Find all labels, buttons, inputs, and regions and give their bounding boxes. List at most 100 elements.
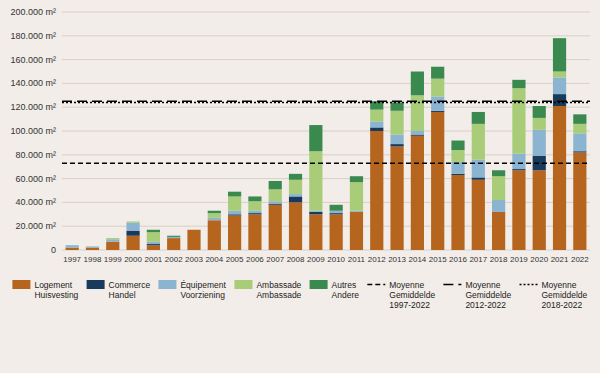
bar-segment xyxy=(330,213,343,214)
y-tick-label: 40.000 m² xyxy=(15,197,56,207)
y-tick-label: 160.000 m² xyxy=(10,55,56,65)
bar-segment xyxy=(533,106,546,118)
legend-label-line: Ambassade xyxy=(256,290,301,300)
y-tick-label: 60.000 m² xyxy=(15,174,56,184)
bar-segment xyxy=(66,245,79,246)
y-tick-label: 140.000 m² xyxy=(10,78,56,88)
grid-line xyxy=(62,131,590,132)
bar-segment xyxy=(269,205,282,250)
x-tick-label: 2012 xyxy=(368,255,386,264)
bar-segment xyxy=(126,236,139,250)
legend-label: CommerceHandel xyxy=(109,280,151,300)
bar-segment xyxy=(269,204,282,205)
bar-segment xyxy=(269,201,282,203)
bar-segment xyxy=(492,176,505,200)
bar-segment xyxy=(492,200,505,212)
x-tick-labels: 1997199819992000200120022003200420052006… xyxy=(63,255,589,264)
legend-label: ÉquipementVoorziening xyxy=(180,280,226,300)
bar-segment xyxy=(472,180,485,250)
x-tick-label: 2022 xyxy=(571,255,589,264)
bar-segment xyxy=(431,67,444,79)
legend-item: CommerceHandel xyxy=(87,280,151,300)
x-tick-label: 2021 xyxy=(551,255,569,264)
reference-lines xyxy=(62,101,590,163)
bar-segment xyxy=(309,211,322,212)
chart: 020.000 m²40.000 m²60.000 m²80.000 m²100… xyxy=(0,0,600,373)
legend-label-line: Commerce xyxy=(109,280,151,290)
bar-segment xyxy=(553,38,566,71)
bar-segment xyxy=(451,175,464,250)
bar-segment xyxy=(350,211,363,212)
x-tick-label: 2005 xyxy=(226,255,244,264)
legend-swatch xyxy=(158,280,176,289)
bar-segment xyxy=(228,211,241,215)
bar-segment xyxy=(187,229,200,230)
bar-segment xyxy=(289,174,302,180)
bar-segment xyxy=(370,110,383,122)
bar-segment xyxy=(512,80,525,88)
bar-segment xyxy=(553,77,566,94)
bar-segment xyxy=(167,238,180,239)
bar-segment xyxy=(309,151,322,211)
x-tick-label: 2016 xyxy=(449,255,467,264)
bar-segment xyxy=(289,202,302,250)
bar-segment xyxy=(573,114,586,124)
bar-segment xyxy=(411,136,424,250)
x-tick-label: 2015 xyxy=(429,255,447,264)
bar-segment xyxy=(472,112,485,124)
bar-segment xyxy=(350,182,363,211)
bar-segment xyxy=(573,152,586,250)
bar-segment xyxy=(512,88,525,153)
bar-segment xyxy=(126,223,139,231)
grid-line xyxy=(62,107,590,108)
x-tick-label: 2007 xyxy=(266,255,284,264)
legend-label: AutresAndere xyxy=(332,280,360,300)
bar-segment xyxy=(533,118,546,130)
y-tick-label: 0 xyxy=(51,245,56,255)
background xyxy=(0,0,600,373)
bar-segment xyxy=(147,244,160,245)
x-tick-label: 2014 xyxy=(408,255,426,264)
y-tick-label: 20.000 m² xyxy=(15,221,56,231)
bar-segment xyxy=(106,238,119,239)
reference-line xyxy=(62,101,590,103)
x-tick-label: 2004 xyxy=(205,255,223,264)
bar-segment xyxy=(512,170,525,250)
bar-segment xyxy=(86,246,99,247)
bar-segment xyxy=(167,237,180,238)
bar-segment xyxy=(167,236,180,237)
x-tick-label: 1998 xyxy=(84,255,102,264)
grid xyxy=(62,12,590,250)
bar-segment xyxy=(269,189,282,201)
bar-segment xyxy=(431,79,444,97)
x-tick-label: 2002 xyxy=(165,255,183,264)
x-tick-label: 2003 xyxy=(185,255,203,264)
grid-line xyxy=(62,59,590,60)
legend-label-line: 1997-2022 xyxy=(389,300,430,310)
legend-label-line: Moyenne xyxy=(389,280,424,290)
legend-label-line: 2012-2022 xyxy=(465,300,506,310)
legend-item: MoyenneGemiddelde2018-2022 xyxy=(519,280,587,310)
y-tick-label: 200.000 m² xyxy=(10,7,56,17)
bar-segment xyxy=(451,141,464,151)
bar-segment xyxy=(289,180,302,194)
bar-segment xyxy=(309,212,322,214)
legend-swatch xyxy=(12,280,30,289)
x-tick-label: 1999 xyxy=(104,255,122,264)
bar-segment xyxy=(472,160,485,178)
grid-line xyxy=(62,154,590,155)
x-tick-label: 2010 xyxy=(327,255,345,264)
bar-segment xyxy=(106,242,119,250)
bar-segment xyxy=(350,176,363,182)
bar-segment xyxy=(248,196,261,201)
bar-segment xyxy=(350,211,363,212)
grid-line xyxy=(62,202,590,203)
bar-segment xyxy=(66,248,79,250)
reference-line xyxy=(62,162,590,164)
bar-segment xyxy=(390,111,403,135)
bar-segment xyxy=(126,231,139,236)
legend-label-line: Gemiddelde xyxy=(389,290,435,300)
legend-label-line: Moyenne xyxy=(541,280,576,290)
bar-segment xyxy=(66,245,79,247)
bar-segment xyxy=(86,247,99,248)
